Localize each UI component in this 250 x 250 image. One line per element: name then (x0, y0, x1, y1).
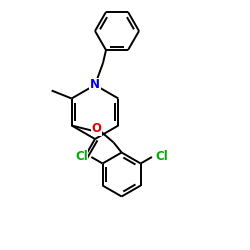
Text: Cl: Cl (156, 150, 168, 162)
Text: Cl: Cl (75, 150, 88, 162)
Text: N: N (90, 78, 100, 92)
Text: O: O (73, 150, 83, 164)
Text: O: O (92, 122, 102, 135)
